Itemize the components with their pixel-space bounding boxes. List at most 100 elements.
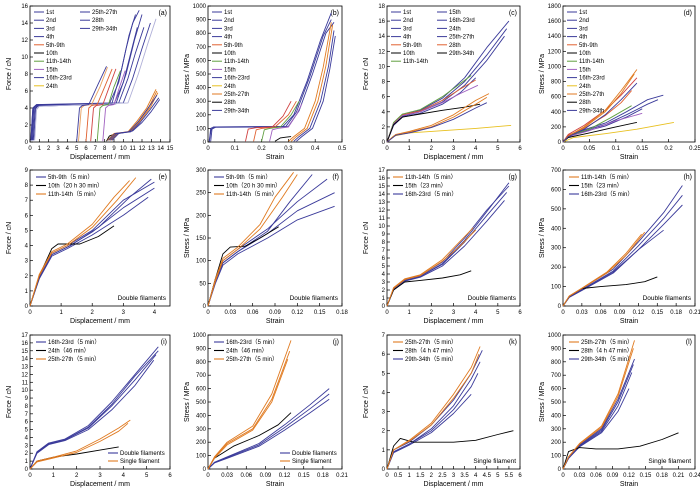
y-tick-label: 8	[382, 80, 386, 86]
x-tick-label: 2	[430, 146, 434, 152]
x-tick-label: 0.09	[269, 310, 281, 316]
y-tick-label: 400	[196, 86, 207, 92]
x-axis-label: Strain	[620, 318, 638, 325]
legend-label: 29th-34th（5 min）	[405, 356, 457, 363]
x-axis-label: Displacement / mm	[424, 154, 484, 161]
series-line	[386, 353, 480, 470]
panel-i: 0 1 2 3 4 5 601234567891011121314151617Displac…	[6, 333, 172, 488]
x-tick-label: 2.5	[438, 473, 447, 479]
y-tick-label: 300	[551, 246, 562, 252]
legend-label: 15th	[449, 10, 461, 16]
y-tick-label: 7	[382, 248, 386, 254]
series-line	[386, 270, 472, 307]
x-tick-label: 0	[385, 310, 389, 316]
y-tick-label: 100	[196, 259, 207, 265]
y-tick-label: 400	[196, 413, 207, 419]
y-tick-label: 300	[196, 168, 207, 174]
legend-label: 16th-23rd	[46, 76, 72, 82]
x-tick-label: 5.5	[505, 473, 514, 479]
y-tick-label: 800	[196, 360, 207, 366]
x-tick-label: 3	[122, 310, 126, 316]
panel-f: 0 0.03 0.06 0.09 0.12 0.15 0.18 0 50 100 150 200 250…	[184, 168, 348, 325]
x-tick-label: 11	[130, 146, 137, 152]
y-tick-label: 3	[382, 410, 386, 416]
series-line	[207, 398, 330, 470]
x-tick-label: 0.18	[317, 473, 329, 479]
series-line	[562, 82, 638, 143]
y-tick-label: 6	[382, 95, 386, 101]
x-tick-label: 1	[52, 473, 56, 479]
y-tick-label: 4	[25, 435, 29, 441]
x-axis-label: Strain	[266, 318, 284, 325]
x-tick-label: 0.21	[689, 310, 700, 316]
legend-label: 28th	[449, 43, 461, 49]
legend-label: 29th-34th（5 min）	[581, 356, 633, 363]
y-tick-label: 2	[25, 451, 29, 457]
x-tick-label: 0	[385, 146, 389, 152]
y-tick-label: 200	[196, 440, 207, 446]
x-tick-label: 0	[385, 473, 389, 479]
y-tick-label: 400	[551, 226, 562, 232]
y-tick-label: 16	[378, 19, 385, 25]
x-tick-label: 13	[148, 146, 155, 152]
y-tick-label: 3	[25, 443, 29, 449]
x-tick-label: 0.24	[689, 473, 700, 479]
series-line	[207, 178, 328, 307]
y-tick-label: 200	[196, 213, 207, 219]
y-axis-label: Force / cN	[6, 222, 13, 254]
panel-label: (l)	[686, 339, 692, 346]
legend-label: 5th-9th	[579, 43, 598, 49]
y-tick-label: 600	[196, 58, 207, 64]
x-tick-label: 2	[430, 310, 434, 316]
x-tick-label: 1	[407, 473, 411, 479]
y-tick-label: 6	[25, 89, 29, 95]
y-tick-label: 50	[199, 281, 206, 287]
x-tick-label: 1	[59, 310, 63, 316]
y-tick-label: 14	[378, 192, 385, 198]
y-tick-label: 500	[551, 207, 562, 213]
x-tick-label: 0	[28, 146, 32, 152]
plot-frame	[562, 169, 696, 307]
y-axis-label: Stress / MPa	[539, 218, 546, 258]
y-tick-label: 200	[551, 265, 562, 271]
series-line	[293, 30, 335, 142]
legend-label: 28th（4 h 47 min）	[581, 348, 633, 355]
panel-j: 0 0.03 0.06 0.09 0.12 0.15 0.18 0.21 0 100 200 300 4…	[184, 333, 348, 488]
y-tick-label: 200	[551, 440, 562, 446]
plot-frame	[562, 334, 696, 470]
series-line	[386, 229, 477, 307]
plot-frame	[386, 169, 521, 307]
legend-label: 24th	[579, 84, 591, 90]
series-line	[386, 350, 483, 470]
plot-frame	[29, 334, 171, 470]
legend-label: 24th（46 min）	[48, 348, 90, 355]
legend-label: 2nd	[224, 18, 234, 24]
panel-l: 0 0.03 0.06 0.09 0.12 0.15 0.18 0.21 0.24 0 100 200…	[539, 333, 700, 488]
x-tick-label: 0	[206, 310, 210, 316]
y-tick-label: 0	[382, 467, 386, 473]
legend-label: 16th-23rd	[224, 76, 250, 82]
series-line	[386, 393, 472, 470]
legend-label: 15th（23 min）	[581, 183, 623, 190]
y-tick-label: 1	[25, 289, 29, 295]
legend-label: 10th	[403, 51, 415, 57]
series-line	[562, 231, 646, 307]
x-tick-label: 3	[98, 473, 102, 479]
series-line	[29, 180, 130, 307]
y-tick-label: 2	[382, 429, 386, 435]
series-line	[207, 358, 289, 470]
series-line	[29, 350, 159, 470]
y-tick-label: 1800	[548, 4, 562, 10]
y-tick-label: 1600	[548, 19, 562, 25]
x-tick-label: 0.2	[257, 146, 266, 152]
y-tick-label: 14	[21, 21, 28, 27]
x-tick-label: 0.09	[260, 473, 272, 479]
y-tick-label: 11	[379, 216, 386, 222]
y-tick-label: 15	[378, 184, 385, 190]
series-line	[386, 227, 474, 307]
y-tick-label: 7	[25, 198, 29, 204]
x-tick-label: 0.18	[670, 310, 682, 316]
panel-annotation: Double filaments	[290, 295, 339, 302]
series-line	[562, 348, 634, 470]
legend-label: 5th-9th（5 min）	[48, 174, 93, 181]
